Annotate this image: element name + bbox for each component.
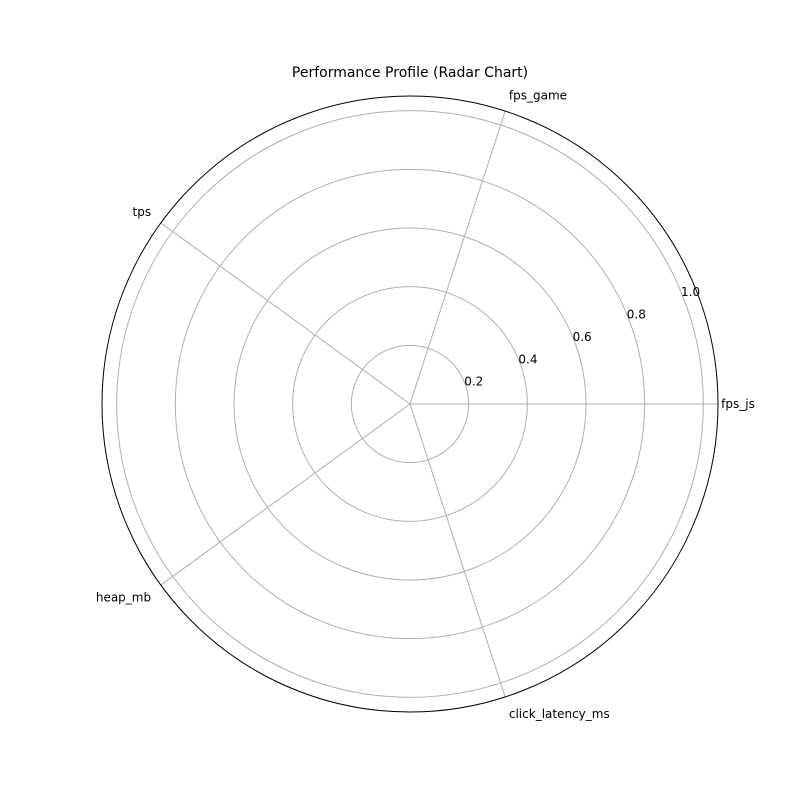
- axis-label-fps_js: fps_js: [721, 397, 755, 411]
- axis-label-tps: tps: [133, 205, 152, 219]
- radial-tick-label: 0.4: [518, 352, 537, 366]
- polar-frame: [101, 95, 719, 713]
- radial-tick-label: 0.6: [573, 330, 592, 344]
- spoke-click_latency_ms: [409, 403, 506, 698]
- radial-tick-label: 1.0: [681, 285, 700, 299]
- radial-tick-labels: 0.2 0.4 0.6 0.8 1.0: [464, 285, 700, 389]
- axis-label-click_latency_ms: click_latency_ms: [509, 707, 610, 721]
- spoke-fps_game: [409, 110, 506, 405]
- angular-spokes: [160, 110, 718, 698]
- axis-label-heap_mb: heap_mb: [96, 591, 151, 605]
- axis-label-fps_game: fps_game: [509, 89, 567, 103]
- spoke-tps: [160, 222, 411, 405]
- radial-tick-label: 0.2: [464, 375, 483, 389]
- spoke-heap_mb: [160, 403, 411, 586]
- chart-title: Performance Profile (Radar Chart): [292, 65, 528, 81]
- radial-tick-label: 0.8: [627, 307, 646, 321]
